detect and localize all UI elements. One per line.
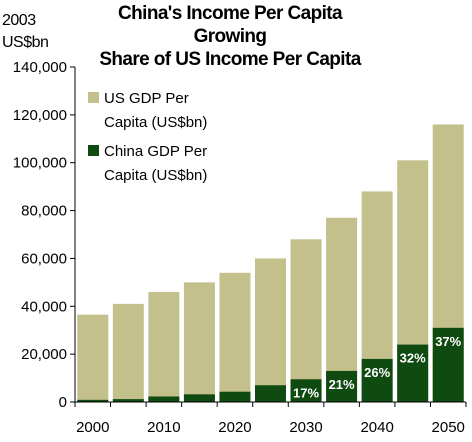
y-tick-label: 120,000 bbox=[13, 107, 67, 124]
us-gdp-bar bbox=[148, 291, 180, 402]
legend-label-us: US GDP Per bbox=[104, 90, 189, 107]
us-gdp-bar bbox=[255, 258, 286, 402]
us-gdp-bar bbox=[290, 239, 322, 402]
y-axis: 0 20,000 40,000 60,000 80,000 100,000 120,000 1… bbox=[13, 59, 76, 411]
legend-label-china: China GDP Per bbox=[104, 143, 207, 160]
y-axis-unit-line-2: US$bn bbox=[2, 34, 49, 51]
y-tick-label: 60,000 bbox=[21, 250, 67, 267]
chart-title-line-1: China's Income Per Capita Growing bbox=[118, 3, 343, 47]
us-gdp-bar bbox=[77, 314, 109, 402]
us-gdp-bar bbox=[219, 272, 251, 402]
y-tick-label: 0 bbox=[59, 394, 67, 411]
legend-label-china: Capita (US$bn) bbox=[104, 167, 207, 184]
china-gdp-bar bbox=[77, 399, 109, 402]
share-data-label: 17% bbox=[293, 385, 319, 400]
y-axis-unit-line-1: 2003 bbox=[2, 12, 36, 29]
china-gdp-bar bbox=[432, 327, 464, 402]
legend: US GDP Per Capita (US$bn) China GDP Per Cap… bbox=[88, 90, 207, 184]
us-gdp-bar bbox=[112, 303, 144, 402]
china-gdp-bar bbox=[290, 379, 322, 402]
share-data-label: 21% bbox=[329, 377, 355, 392]
legend-swatch-china bbox=[88, 145, 99, 156]
bars: 17% 21% 26% 32% 37% bbox=[77, 124, 464, 402]
y-axis-unit: 2003 US$bn bbox=[2, 10, 49, 54]
legend-label-us: Capita (US$bn) bbox=[104, 114, 207, 131]
china-gdp-bar bbox=[361, 358, 393, 402]
x-axis: 2000 2010 2020 2030 2040 2050 bbox=[74, 401, 467, 436]
x-tick-label: 2000 bbox=[76, 419, 109, 436]
china-gdp-bar bbox=[326, 370, 358, 402]
legend-swatch-us bbox=[88, 92, 99, 103]
share-data-label: 26% bbox=[364, 365, 390, 380]
china-gdp-bar bbox=[148, 396, 180, 402]
china-gdp-bar bbox=[397, 344, 429, 402]
china-gdp-bar bbox=[255, 385, 286, 402]
y-tick-label: 80,000 bbox=[21, 203, 67, 220]
share-data-label: 37% bbox=[435, 334, 461, 349]
y-tick-label: 100,000 bbox=[13, 155, 67, 172]
y-tick-label: 20,000 bbox=[21, 346, 67, 363]
x-tick-label: 2030 bbox=[289, 419, 322, 436]
x-tick-label: 2010 bbox=[147, 419, 180, 436]
x-tick-label: 2050 bbox=[432, 419, 465, 436]
y-tick-label: 140,000 bbox=[13, 59, 67, 76]
china-gdp-bar bbox=[183, 394, 215, 402]
share-data-label: 32% bbox=[400, 351, 426, 366]
x-tick-label: 2040 bbox=[360, 419, 393, 436]
chart-title: China's Income Per Capita Growing Share … bbox=[80, 2, 380, 71]
china-gdp-bar bbox=[219, 391, 251, 402]
china-gdp-bar bbox=[112, 399, 144, 402]
chart-title-line-2: Share of US Income Per Capita bbox=[99, 49, 361, 70]
us-gdp-bar bbox=[183, 282, 215, 402]
y-tick-label: 40,000 bbox=[21, 298, 67, 315]
x-tick-label: 2020 bbox=[218, 419, 251, 436]
